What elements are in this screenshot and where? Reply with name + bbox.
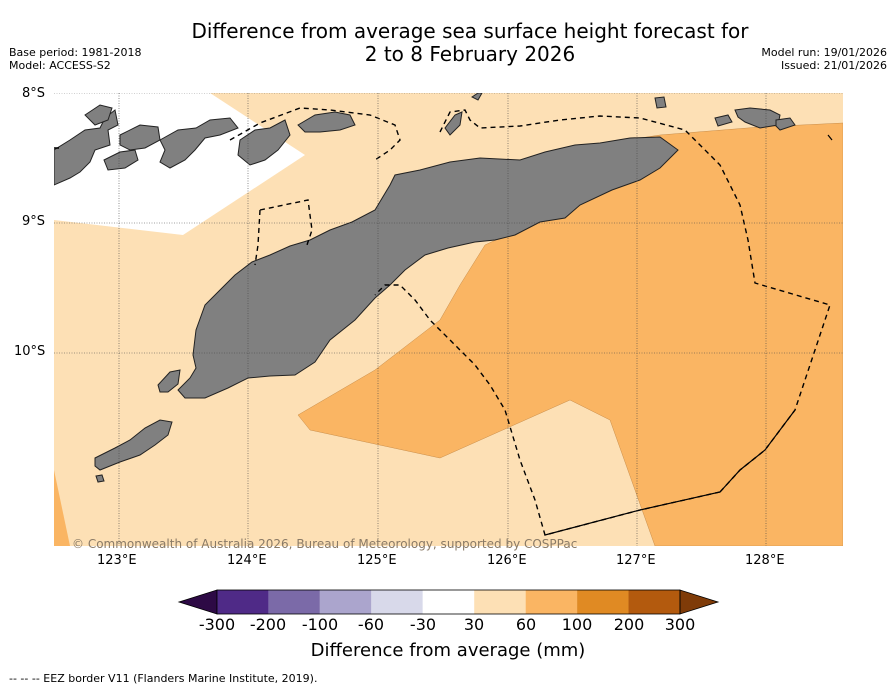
colorbar-segment	[474, 590, 526, 614]
lakor-island	[775, 117, 796, 131]
colorbar-tick: -30	[409, 615, 437, 634]
run-info: Model run: 19/01/2026 Issued: 21/01/2026	[761, 46, 887, 72]
copyright-notice: © Commonwealth of Australia 2026, Bureau…	[72, 537, 578, 551]
lon-label-127e: 127°E	[616, 553, 656, 568]
model-name: Model: ACCESS-S2	[9, 59, 111, 72]
anomaly-band-near-zero	[54, 93, 305, 235]
colorbar-tick: -300	[198, 615, 236, 634]
colorbar-tick: 60	[515, 615, 537, 634]
lon-label-125e: 125°E	[357, 553, 397, 568]
timor-island	[177, 136, 679, 399]
colorbar-segment	[217, 590, 269, 614]
colorbar-segment	[577, 590, 629, 614]
lat-label-8s: 8°S	[22, 86, 46, 101]
colorbar-tick: 100	[561, 615, 593, 634]
colorbar-segment	[319, 590, 372, 614]
pantar-island	[237, 119, 291, 166]
semau-island	[157, 369, 181, 393]
colorbar-segment	[371, 590, 423, 614]
adonara-island	[119, 124, 161, 151]
model-run: Model run: 19/01/2026	[761, 46, 887, 59]
eez-border-solid	[544, 409, 796, 536]
colorbar-tick: -60	[357, 615, 385, 634]
colorbar-segment	[422, 590, 475, 614]
lembata-island	[159, 117, 239, 169]
lon-label-124e: 124°E	[227, 553, 267, 568]
atauro-island	[444, 111, 463, 136]
map-title: Difference from average sea surface heig…	[120, 20, 820, 66]
lon-label-126e: 126°E	[487, 553, 527, 568]
leti-island	[714, 114, 733, 127]
colorbar-tick: 30	[463, 615, 485, 634]
colorbar-segment	[268, 590, 320, 614]
colorbar-extend-high	[679, 589, 720, 615]
issued-date: Issued: 21/01/2026	[780, 59, 887, 72]
solor-island	[84, 104, 113, 126]
eez-legend-note: -- -- -- EEZ border V11 (Flanders Marine…	[9, 672, 318, 685]
title-line-1: Difference from average sea surface heig…	[191, 19, 749, 43]
lon-label-123e: 123°E	[97, 553, 137, 568]
lat-label-9s: 9°S	[22, 214, 46, 229]
eez-border-tick	[827, 134, 833, 141]
wetar-tip	[471, 93, 483, 101]
colorbar-extend-low	[177, 589, 218, 615]
title-line-2: 2 to 8 February 2026	[364, 42, 576, 66]
alor-island	[297, 111, 356, 133]
anomaly-band-60-100-sw	[54, 470, 70, 546]
anomaly-band-60-100	[297, 122, 843, 546]
small-island-north	[654, 96, 667, 109]
lon-label-128e: 128°E	[745, 553, 785, 568]
eez-border	[54, 107, 831, 536]
colorbar-tick: 300	[664, 615, 696, 634]
rote-island	[94, 419, 173, 471]
model-info: Base period: 1981-2018 Model: ACCESS-S2	[9, 46, 141, 72]
colorbar-outline	[216, 589, 681, 615]
colorbar-tick: 200	[613, 615, 645, 634]
lat-label-10s: 10°S	[14, 344, 46, 359]
colorbar-segment	[525, 590, 578, 614]
colorbar-tick: -200	[249, 615, 287, 634]
graticule	[54, 93, 843, 546]
colorbar-label: Difference from average (mm)	[310, 640, 586, 661]
base-period: Base period: 1981-2018	[9, 46, 142, 59]
lembata-island-west	[103, 149, 139, 171]
flores-east-island	[54, 109, 119, 186]
colorbar-segment	[628, 590, 680, 614]
ndao-island	[95, 474, 105, 483]
colorbar-tick: -100	[301, 615, 339, 634]
